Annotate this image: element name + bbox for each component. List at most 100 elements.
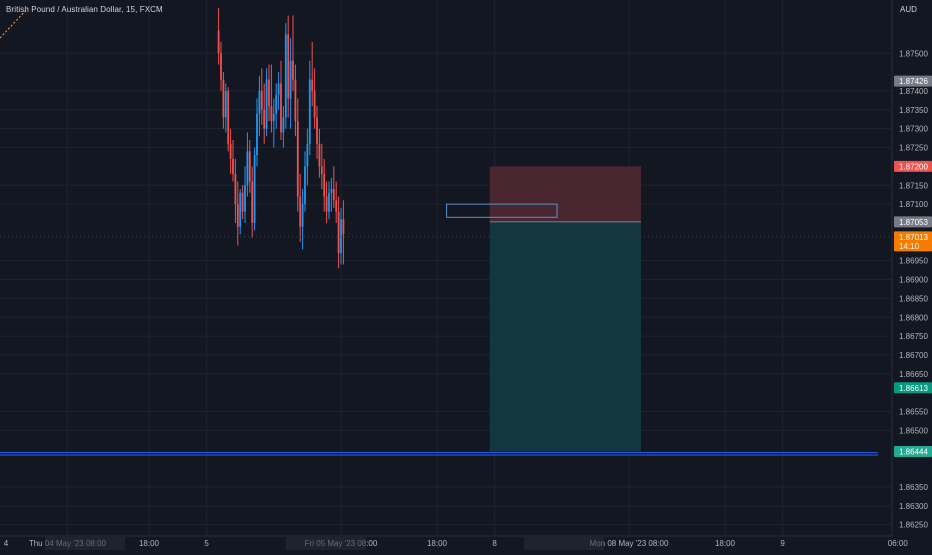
time-tick-label: 4 [4,539,9,548]
candle-body [340,219,342,254]
price-tick-label: 1.86850 [899,294,928,303]
candle-body [263,109,266,129]
candle-body [227,90,230,144]
time-tick-label: 06:00 [888,539,909,548]
price-label-text: 1.87013 [899,233,928,242]
overlays [0,7,892,456]
candle-body [289,60,292,99]
price-tick-label: 1.87350 [899,106,928,115]
candle-body [239,192,242,227]
candle-body [308,79,311,144]
time-tick-label: 9 [780,539,785,548]
candle-body [342,219,345,235]
price-label-current [894,231,932,252]
grid-lines [0,0,892,536]
candle-body [272,113,275,122]
candle-body [337,211,340,254]
candle-body [248,151,251,182]
candle-body [330,189,333,193]
time-tick-label: 18:00 [427,539,448,548]
candle-body [323,173,326,197]
price-tick-label: 1.86700 [899,351,928,360]
candle-body [299,196,302,227]
candle-body [246,151,249,186]
candle-body [253,155,256,223]
candle-body [318,143,321,167]
time-range-highlight [524,537,604,550]
candle-body [282,117,285,133]
candle-body [316,117,318,144]
time-tick-label: 5 [204,539,209,548]
candle-body [332,189,335,201]
candle-body [260,90,263,110]
candle-body [251,181,254,223]
price-label-target [894,446,932,458]
candle-body [241,192,244,212]
price-label-stop [894,160,932,172]
price-label-mark [894,75,932,87]
candle-body [265,79,268,129]
price-label-text: 1.87053 [899,218,928,227]
stop-loss-zone[interactable] [489,166,641,222]
candle-body [304,166,306,205]
candle-body [234,173,237,205]
candle-body [306,143,309,167]
price-tick-label: 1.86650 [899,370,928,379]
price-label-text: 1.86613 [899,384,928,393]
candle-body [325,196,328,212]
price-tick-label: 1.86950 [899,257,928,266]
candle-body [275,94,278,114]
candles [217,8,345,269]
price-tick-label: 1.86550 [899,408,928,417]
take-profit-zone[interactable] [489,221,641,452]
candle-body [287,34,290,99]
candle-body [313,90,316,118]
candle-body [292,60,294,80]
candle-body [294,79,297,122]
chart-title: British Pound / Australian Dollar, 15, F… [6,5,163,14]
candle-body [256,113,258,156]
price-tick-label: 1.86350 [899,483,928,492]
candle-body [277,83,280,95]
candle-body [258,90,261,114]
time-tick-label: 18:00 [139,539,160,548]
candle-body [244,185,246,212]
position-zones [489,166,641,452]
time-tick-label: Mon 08 May '23 08:00 [590,539,669,548]
price-label-text: 1.87200 [899,162,928,171]
price-label-text: 1.87426 [899,77,928,86]
price-label-subtext: 14:10 [899,242,920,251]
price-tick-label: 1.86750 [899,332,928,341]
candle-body [320,166,323,174]
time-tick-label: 18:00 [715,539,736,548]
price-tick-label: 1.86300 [899,502,928,511]
candle-body [270,106,273,122]
price-label-text: 1.86444 [899,448,928,457]
candle-body [236,204,239,227]
price-tick-label: 1.87400 [899,87,928,96]
price-label-target_mid [894,382,932,394]
candle-body [280,83,282,133]
candle-body [217,30,220,54]
price-tick-label: 1.87500 [899,49,928,58]
trend-line[interactable] [0,7,29,39]
candle-body [284,34,287,118]
candle-body [224,90,227,118]
price-axis[interactable]: 1.87500 1.87400 1.87350 1.87300 1.87250 1.871… [891,0,932,536]
time-range-highlight [45,537,125,550]
marked-zone-box[interactable] [446,203,558,218]
candle-body [268,79,270,107]
candle-body [301,204,304,227]
price-tick-label: 1.87150 [899,181,928,190]
candle-body [222,79,225,118]
price-tick-label: 1.87250 [899,144,928,153]
price-tick-label: 1.86800 [899,313,928,322]
candle-body [232,158,234,174]
time-axis-bg [0,536,932,550]
price-label-entry [894,216,932,228]
price-tick-label: 1.87100 [899,200,928,209]
time-tick-label: 8 [492,539,497,548]
